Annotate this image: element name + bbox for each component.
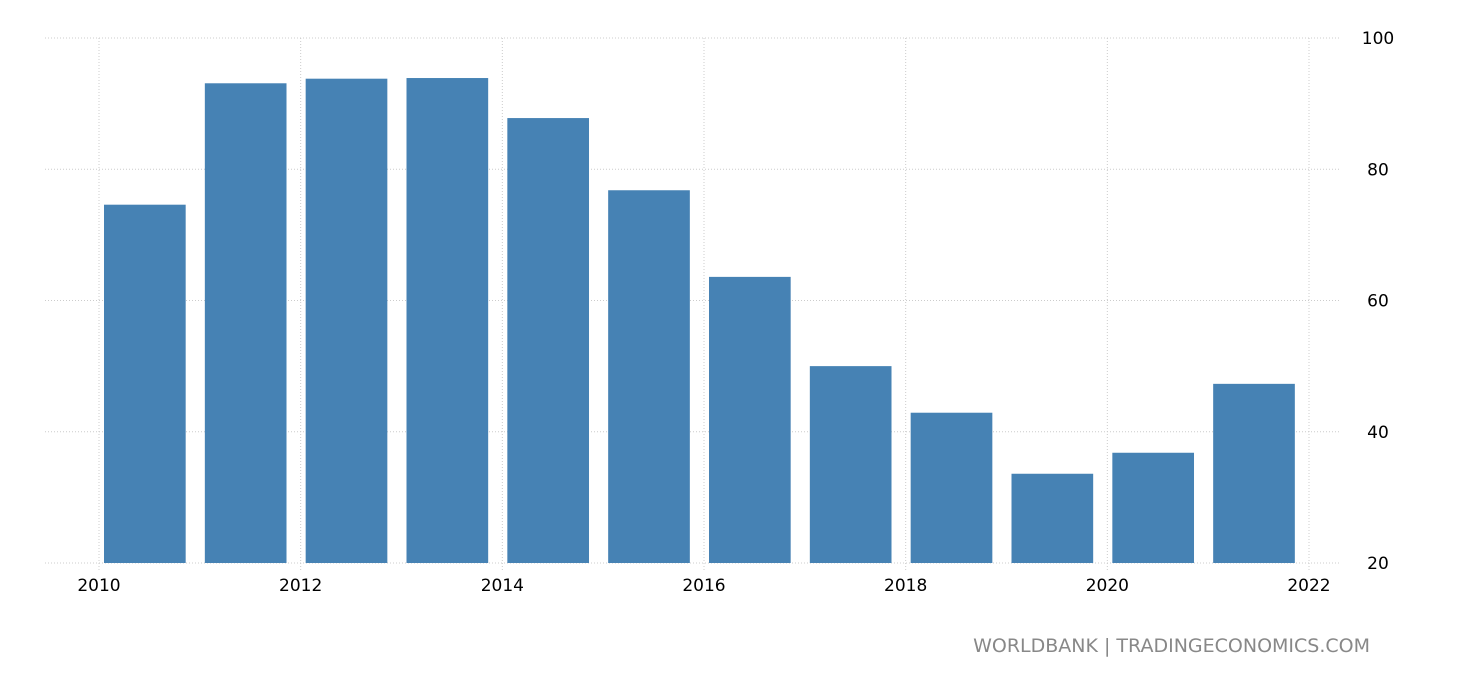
x-tick-label: 2020 — [1086, 576, 1129, 596]
x-tick-label: 2010 — [77, 576, 120, 596]
bar-2020 — [1112, 452, 1195, 563]
x-tick-label: 2022 — [1287, 576, 1330, 596]
bar-2017 — [809, 366, 892, 563]
y-axis: 20 40 60 80 100 — [1362, 29, 1394, 574]
bar-2010 — [104, 204, 186, 563]
bars — [104, 78, 1295, 563]
y-tick-label: 20 — [1367, 554, 1389, 574]
x-tick-label: 2016 — [682, 576, 725, 596]
x-tick-label: 2014 — [481, 576, 524, 596]
x-tick-label: 2012 — [279, 576, 322, 596]
bar-2016 — [709, 276, 791, 563]
source-footer: WORLDBANK | TRADINGECONOMICS.COM — [973, 635, 1370, 657]
bar-2011 — [204, 83, 287, 563]
bar-2015 — [608, 190, 690, 563]
bar-2018 — [910, 412, 993, 563]
bar-2021 — [1213, 383, 1295, 563]
bar-2014 — [507, 118, 590, 563]
x-tick-label: 2018 — [884, 576, 927, 596]
y-tick-label: 80 — [1367, 160, 1389, 180]
bar-2013 — [406, 78, 489, 563]
y-tick-label: 40 — [1367, 423, 1389, 443]
bar-2019 — [1011, 473, 1094, 563]
x-axis: 2010 2012 2014 2016 2018 2020 2022 — [77, 576, 1330, 596]
grid — [45, 37, 1340, 571]
y-tick-label: 100 — [1362, 29, 1394, 49]
bar-2012 — [305, 78, 388, 563]
y-tick-label: 60 — [1367, 292, 1389, 312]
